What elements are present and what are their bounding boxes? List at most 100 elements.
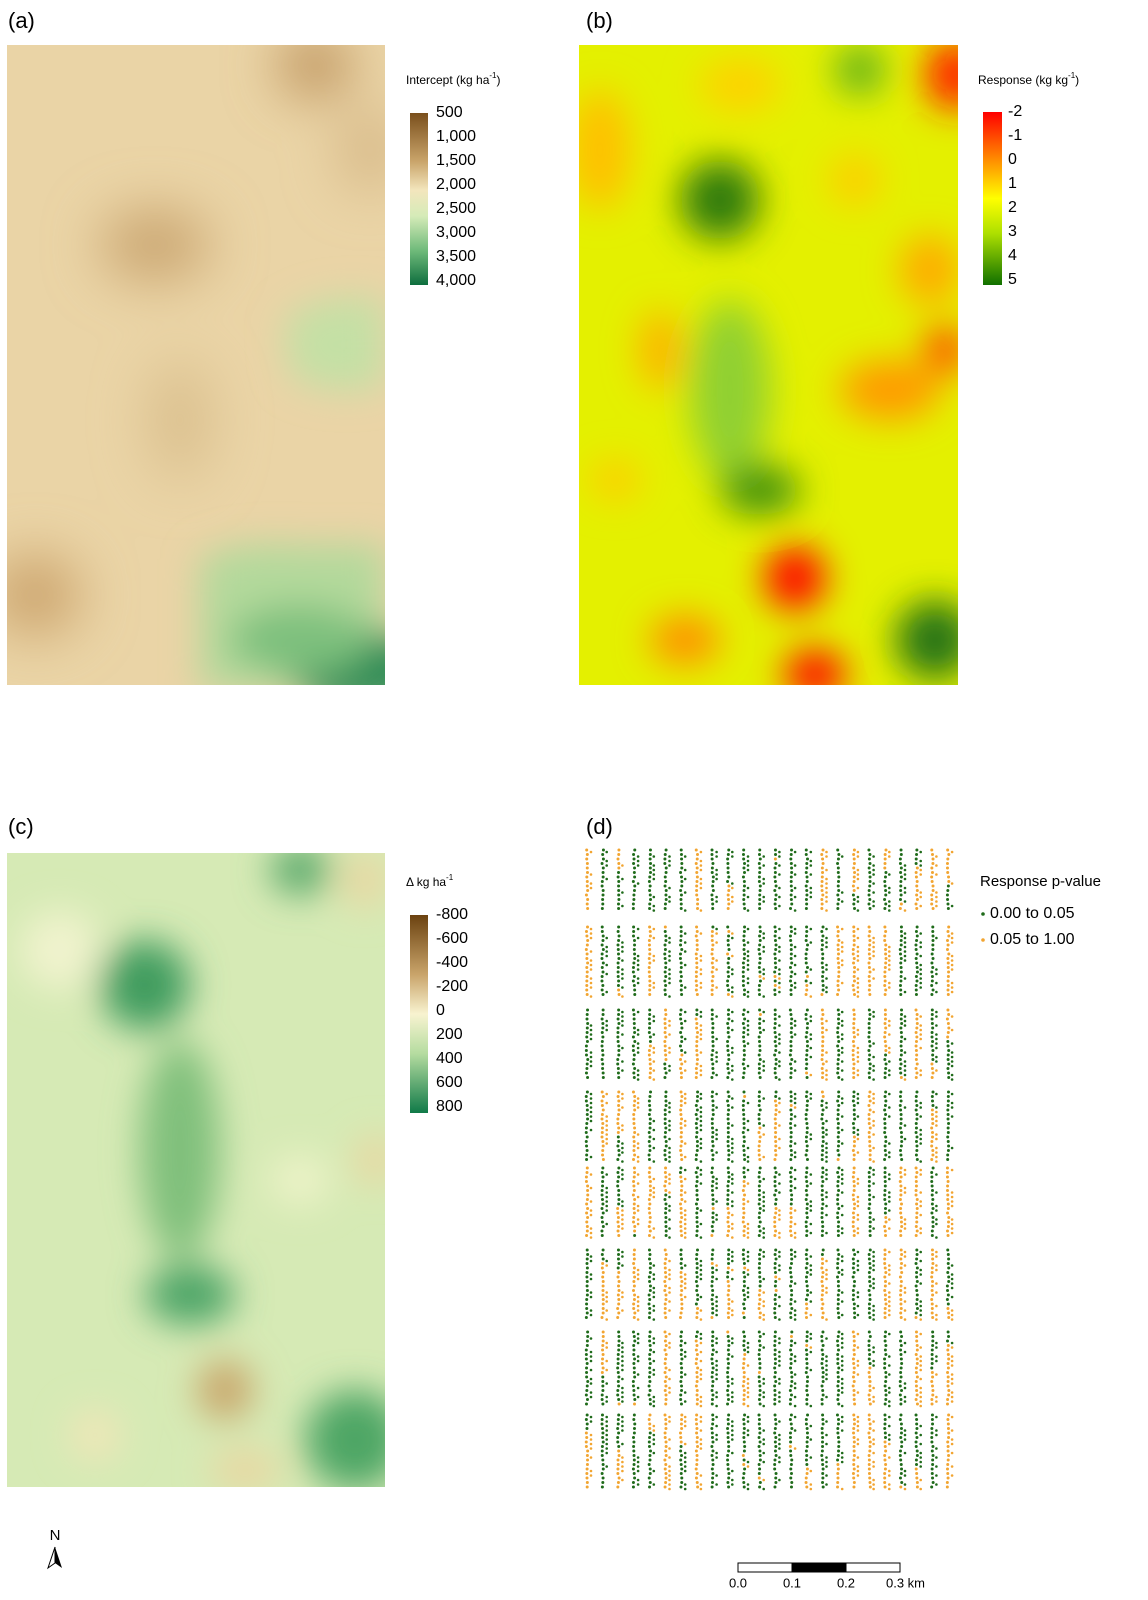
sample-point (710, 1053, 714, 1057)
sample-point (840, 1101, 844, 1105)
sample-point (931, 1220, 935, 1224)
sample-point (773, 1220, 777, 1224)
sample-point (636, 1300, 640, 1303)
sample-point (805, 1380, 809, 1383)
sample-point (758, 1026, 762, 1030)
sample-point (663, 1122, 667, 1125)
sample-point (731, 1309, 734, 1312)
sample-point (699, 1487, 703, 1491)
sample-point (647, 1113, 651, 1116)
sample-point (837, 988, 841, 992)
sample-point (679, 1458, 683, 1462)
sample-point (852, 862, 856, 865)
sample-point (679, 1485, 683, 1489)
sample-point (605, 864, 608, 867)
sample-point (793, 1255, 797, 1258)
sample-point (868, 1229, 872, 1233)
sample-point (585, 1467, 589, 1471)
sample-point (633, 1275, 637, 1279)
sample-point (899, 979, 903, 983)
sample-point (648, 884, 652, 888)
sample-point (710, 934, 714, 938)
sample-point (584, 1431, 588, 1435)
sample-point (621, 1420, 624, 1423)
sample-point (746, 1364, 750, 1367)
sample-point (789, 1366, 793, 1370)
sample-point (648, 979, 652, 983)
sample-point (589, 1155, 593, 1159)
sample-point (856, 1227, 860, 1230)
sample-point (950, 1146, 954, 1150)
sample-point (680, 1418, 684, 1421)
sample-point (836, 1135, 840, 1139)
sample-point (617, 1284, 621, 1288)
legend-marker (981, 912, 985, 916)
sample-point (930, 1398, 934, 1401)
sample-point (758, 1284, 762, 1288)
sample-point (678, 957, 682, 960)
sample-point (883, 1229, 887, 1233)
sample-point (840, 1037, 844, 1041)
sample-point (617, 979, 621, 983)
sample-point (699, 1073, 703, 1077)
sample-point (680, 1366, 684, 1370)
sample-point (931, 1458, 935, 1462)
sample-point (742, 1234, 746, 1237)
sample-point (746, 1350, 750, 1354)
legend-label: 0 (1008, 151, 1017, 168)
sample-point (715, 1424, 718, 1428)
sample-point (757, 1053, 761, 1057)
sample-point (900, 1022, 904, 1025)
sample-point (636, 1309, 640, 1312)
sample-point (663, 907, 667, 910)
sample-point (867, 1467, 871, 1471)
sample-point (851, 952, 855, 956)
sample-point (852, 898, 856, 901)
sample-point (778, 936, 781, 940)
sample-point (868, 1216, 872, 1219)
sample-point (793, 1115, 797, 1118)
sample-point (899, 1366, 903, 1370)
sample-point (636, 1160, 640, 1163)
sample-point (773, 1117, 777, 1121)
sample-point (851, 1211, 855, 1215)
sample-point (683, 1092, 687, 1096)
sample-point (935, 1447, 938, 1450)
sample-point (836, 1335, 840, 1338)
sample-point (836, 1234, 840, 1237)
sample-point (726, 853, 730, 856)
sample-point (616, 1257, 620, 1261)
sample-point (899, 1431, 903, 1435)
sample-point (668, 995, 671, 998)
sample-point (915, 925, 919, 929)
sample-point (668, 895, 671, 899)
sample-point (726, 857, 730, 861)
sample-point (840, 1355, 844, 1358)
sample-point (652, 1429, 656, 1432)
sample-point (757, 1104, 761, 1107)
sample-point (872, 1195, 875, 1199)
sample-point (950, 1318, 954, 1321)
sample-point (946, 902, 950, 906)
sample-point (872, 1395, 875, 1399)
sample-point (805, 1229, 809, 1233)
sample-point (601, 939, 605, 942)
sample-point (586, 1076, 590, 1079)
sample-point (883, 1031, 887, 1034)
sample-point (694, 1302, 698, 1306)
sample-point (679, 1166, 683, 1170)
sample-point (915, 893, 919, 897)
sample-point (793, 850, 797, 854)
sample-point (899, 1044, 903, 1048)
sample-point (837, 1022, 841, 1025)
sample-point (852, 1348, 856, 1352)
sample-point (837, 1316, 841, 1319)
sample-point (727, 1171, 731, 1174)
sample-point (621, 864, 624, 867)
sample-point (789, 1344, 793, 1347)
sample-point (856, 977, 860, 980)
sample-point (805, 1357, 809, 1361)
sample-point (762, 1377, 765, 1381)
sample-point (762, 1391, 765, 1394)
sample-point (950, 1438, 954, 1441)
